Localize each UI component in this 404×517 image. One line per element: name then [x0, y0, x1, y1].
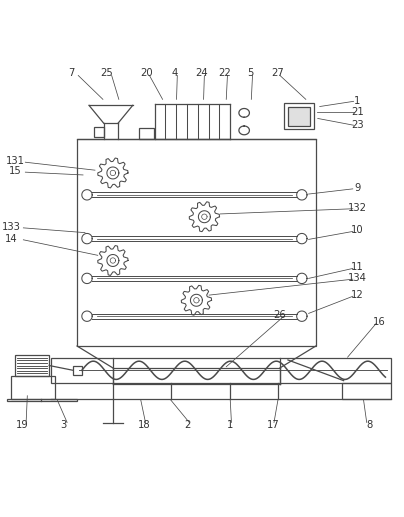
Bar: [73, 366, 82, 375]
Text: 16: 16: [373, 317, 386, 327]
Text: 4: 4: [171, 68, 178, 79]
Text: 1: 1: [354, 96, 361, 107]
Bar: [7, 399, 77, 401]
Text: 131: 131: [6, 156, 25, 166]
Text: 9: 9: [354, 183, 361, 193]
Text: 134: 134: [348, 272, 367, 283]
Text: 17: 17: [266, 420, 279, 430]
Text: 27: 27: [271, 68, 284, 79]
Text: 24: 24: [195, 68, 208, 79]
Bar: [284, 103, 314, 129]
Text: 22: 22: [219, 68, 231, 79]
Bar: [77, 139, 316, 346]
Text: 23: 23: [351, 120, 364, 130]
Bar: [288, 107, 310, 126]
Text: 3: 3: [60, 420, 66, 430]
Text: 26: 26: [274, 310, 286, 320]
Text: 15: 15: [9, 166, 22, 176]
Text: 8: 8: [366, 420, 372, 430]
Text: 21: 21: [351, 107, 364, 117]
Text: 18: 18: [138, 420, 150, 430]
Text: 10: 10: [351, 225, 364, 235]
Text: 11: 11: [351, 262, 364, 272]
Text: 12: 12: [351, 290, 364, 300]
Text: 2: 2: [185, 420, 191, 430]
Text: 7: 7: [68, 68, 74, 79]
Text: 132: 132: [348, 203, 367, 212]
Text: 20: 20: [140, 68, 153, 79]
Text: 1: 1: [227, 420, 234, 430]
Bar: [139, 128, 154, 139]
Bar: [51, 358, 391, 383]
Text: 133: 133: [2, 222, 21, 232]
Text: 14: 14: [5, 234, 18, 244]
Text: 19: 19: [16, 420, 29, 430]
Bar: [342, 383, 391, 399]
Bar: [11, 376, 55, 399]
Bar: [15, 355, 49, 376]
Text: 5: 5: [247, 68, 253, 79]
Text: 25: 25: [101, 68, 113, 79]
Bar: [94, 127, 104, 137]
